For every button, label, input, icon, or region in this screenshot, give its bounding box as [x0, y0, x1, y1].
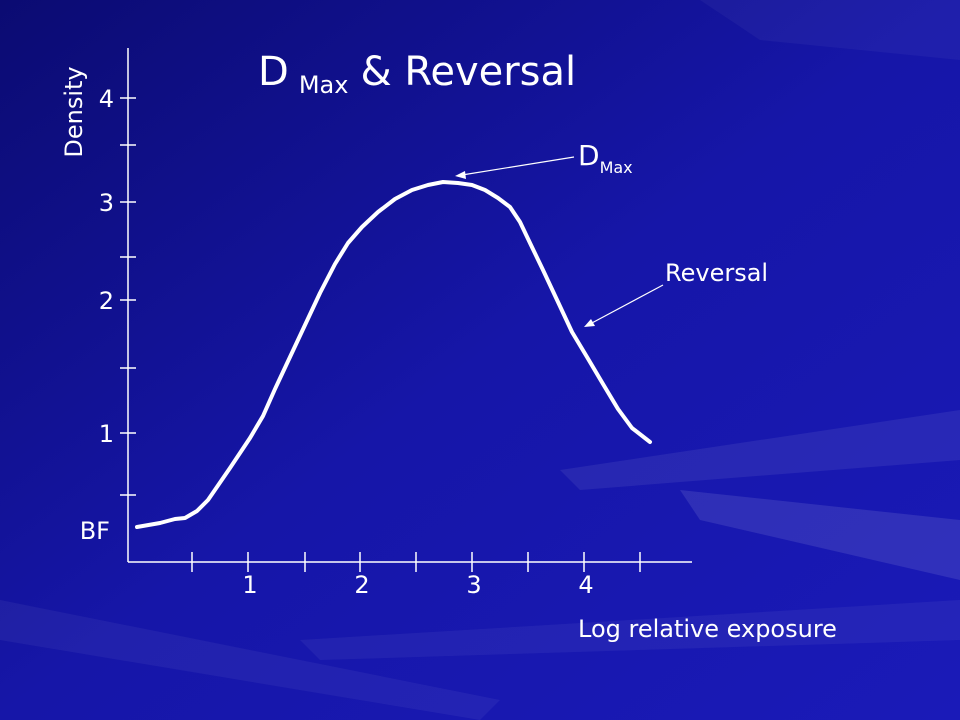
dmax-label: DMax — [578, 139, 633, 177]
title: D Max & Reversal — [258, 49, 576, 99]
y-tick-label: BF — [80, 517, 110, 545]
y-ticks — [120, 97, 136, 496]
x-axis-label: Log relative exposure — [578, 615, 837, 643]
x-tick-labels: 1 2 3 4 — [242, 571, 593, 599]
y-tick-label: 3 — [99, 189, 114, 217]
x-tick-label: 3 — [466, 571, 481, 599]
x-tick-label: 4 — [578, 571, 593, 599]
y-tick-label: 4 — [99, 85, 114, 113]
dmax-main: D — [578, 139, 600, 172]
title-sub: Max — [299, 71, 349, 99]
y-tick-label: 2 — [99, 287, 114, 315]
y-tick-labels: 4 3 2 1 BF — [80, 85, 114, 545]
y-axis-label: Density — [60, 66, 88, 157]
title-main: D — [258, 49, 289, 95]
x-ticks — [191, 552, 641, 572]
y-tick-label: 1 — [99, 420, 114, 448]
arrows — [455, 156, 664, 327]
x-tick-label: 2 — [354, 571, 369, 599]
title-rest: & Reversal — [360, 49, 576, 95]
curve — [135, 180, 652, 529]
dmax-sub: Max — [600, 158, 633, 177]
reversal-label: Reversal — [665, 259, 768, 287]
x-tick-label: 1 — [242, 571, 257, 599]
